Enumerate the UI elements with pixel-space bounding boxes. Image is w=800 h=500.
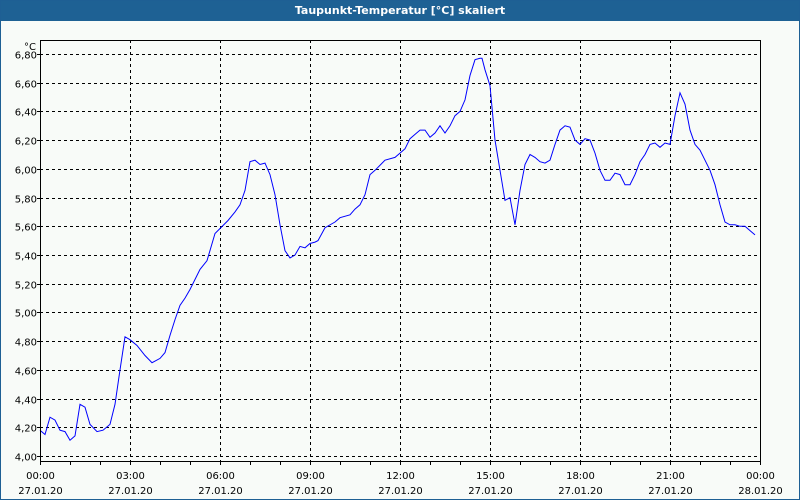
y-tick-label: 5,60 [15, 223, 37, 234]
x-tick-date: 27.01.20 [558, 486, 603, 497]
y-tick-label: 5,40 [15, 252, 37, 263]
y-tick-label: 6,60 [15, 80, 37, 91]
x-tick-date: 27.01.20 [108, 486, 153, 497]
x-tick-date: 27.01.20 [468, 486, 513, 497]
y-tick-label: 5,00 [15, 309, 37, 320]
y-axis: 4,00 4,20 4,40 4,60 4,80 5,00 5,20 5,40 5,60 5,80… [15, 51, 40, 464]
x-tick-date: 27.01.20 [18, 486, 63, 497]
y-tick-label: 5,80 [15, 195, 37, 206]
plot-frame [40, 40, 761, 462]
x-tick-time: 18:00 [566, 471, 595, 482]
x-tick-time: 15:00 [476, 471, 505, 482]
series-line-taupunkt [39, 57, 756, 441]
x-tick-time: 12:00 [386, 471, 415, 482]
y-tick-label: 4,60 [15, 367, 37, 378]
y-tick-label: 4,00 [15, 453, 37, 464]
x-tick-time: 09:00 [296, 471, 325, 482]
x-axis: 00:00 27.01.20 03:00 27.01.20 06:00 27.01.20 0… [18, 461, 783, 497]
x-tick-time: 06:00 [206, 471, 235, 482]
x-tick-time: 03:00 [116, 471, 145, 482]
y-tick-label: 6,80 [15, 51, 37, 62]
x-tick-date: 27.01.20 [288, 486, 333, 497]
x-tick-time: 21:00 [656, 471, 685, 482]
window-title: Taupunkt-Temperatur [°C] skaliert [1, 1, 799, 21]
y-tick-label: 4,40 [15, 396, 37, 407]
y-tick-label: 6,20 [15, 137, 37, 148]
grid [40, 40, 760, 461]
y-tick-label: 6,40 [15, 108, 37, 119]
x-tick-date: 27.01.20 [198, 486, 243, 497]
y-tick-label: 6,00 [15, 166, 37, 177]
y-axis-unit: °C [24, 42, 36, 53]
y-tick-label: 4,20 [15, 424, 37, 435]
y-tick-label: 5,20 [15, 281, 37, 292]
x-tick-time: 00:00 [746, 471, 775, 482]
x-tick-time: 00:00 [26, 471, 55, 482]
x-tick-date: 27.01.20 [378, 486, 423, 497]
y-tick-label: 4,80 [15, 338, 37, 349]
x-tick-date: 27.01.20 [648, 486, 693, 497]
x-tick-date: 28.01.20 [738, 486, 783, 497]
